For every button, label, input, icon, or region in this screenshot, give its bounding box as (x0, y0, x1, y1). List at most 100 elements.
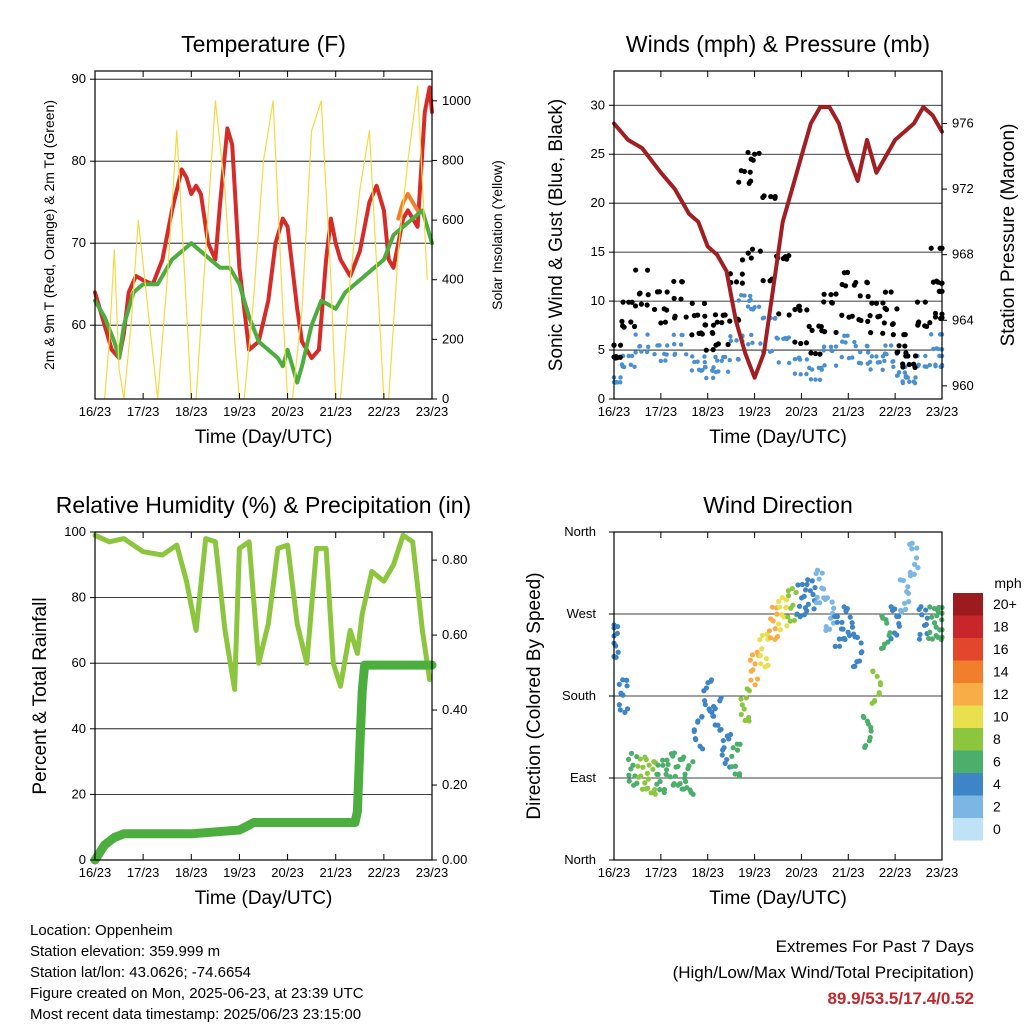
direction-point (926, 635, 932, 642)
legend-swatch (953, 615, 983, 638)
y-axis-label: 2m & 9m T (Red, Orange) & 2m Td (Green) (41, 100, 57, 370)
direction-point (712, 706, 718, 712)
wind-point (817, 377, 823, 382)
direction-point (898, 607, 904, 613)
gust-point (658, 320, 664, 326)
gust-point (868, 330, 874, 336)
wind-point (933, 362, 938, 367)
direction-point (777, 627, 783, 633)
gust-point (671, 278, 677, 285)
direction-point (783, 597, 790, 603)
direction-point (644, 770, 650, 776)
direction-point (660, 757, 666, 763)
extremes-title: Extremes For Past 7 Days (775, 937, 974, 956)
y-tick-label: 20 (591, 195, 605, 210)
gust-point (739, 280, 745, 286)
legend-label: 2 (993, 799, 1001, 815)
wind-point (927, 362, 933, 368)
gust-point (853, 279, 859, 286)
gust-point (719, 320, 725, 326)
wind-point (882, 358, 887, 364)
gust-point (797, 307, 803, 313)
legend-swatch (953, 818, 983, 841)
wind-point (888, 343, 894, 348)
wind-point (804, 371, 809, 377)
direction-point (775, 621, 782, 627)
direction-point (712, 722, 718, 728)
direction-point (635, 763, 641, 769)
wind-point (902, 370, 908, 375)
gust-point (914, 299, 921, 305)
direction-point (699, 746, 706, 752)
x-tick-label: 16/23 (79, 404, 112, 419)
wind-point (710, 375, 716, 381)
direction-point (752, 661, 758, 667)
gust-point (808, 350, 814, 356)
wind-point (629, 353, 635, 359)
y2-tick-label: 0.20 (442, 777, 467, 792)
gust-point (776, 311, 782, 317)
wind-point (748, 293, 753, 299)
direction-point (907, 541, 913, 547)
wind-point (868, 367, 873, 372)
wind-point (692, 359, 697, 365)
direction-point (834, 619, 840, 625)
wind-point (713, 369, 719, 375)
wind-point (821, 348, 826, 353)
direction-point (897, 577, 903, 583)
direction-point (710, 713, 717, 719)
plot-area (93, 85, 434, 400)
wind-point (645, 332, 650, 337)
legend-title: mph (994, 575, 1021, 591)
gust-point (842, 283, 849, 289)
direction-point (663, 767, 670, 773)
gust-point (817, 351, 823, 357)
direction-point (743, 695, 749, 701)
gust-point (751, 151, 758, 157)
x-axis-label: Time (Day/UTC) (195, 888, 333, 909)
wind-point (884, 352, 889, 357)
direction-point (832, 643, 838, 649)
direction-point (759, 646, 765, 652)
panel-2: 16/23 17/23 18/23 19/23 20/23 21/23 22/23 23/23… (546, 31, 1019, 448)
solar-insolation-line (103, 85, 428, 400)
gust-point (890, 332, 896, 338)
direction-point (876, 690, 882, 696)
gust-point (679, 279, 685, 285)
direction-point (880, 645, 886, 651)
gust-point (748, 156, 754, 162)
gust-point (928, 245, 934, 251)
y-tick-label: North (564, 524, 596, 539)
wind-point (833, 344, 839, 349)
gust-point (619, 318, 625, 324)
direction-point (719, 752, 725, 758)
wind-point (655, 343, 660, 348)
gust-point (710, 347, 716, 353)
direction-point (801, 612, 807, 618)
direction-point (781, 614, 787, 620)
direction-point (776, 604, 783, 610)
x-tick-label: 18/23 (175, 404, 208, 419)
y-tick-label: 5 (598, 342, 605, 357)
direction-point (813, 599, 819, 606)
gust-point (760, 194, 766, 200)
x-tick-label: 20/23 (271, 404, 304, 419)
direction-point (889, 607, 896, 614)
direction-point (933, 624, 939, 630)
direction-point (657, 787, 663, 793)
gust-point (856, 317, 862, 323)
wind-point (720, 354, 726, 360)
direction-point (722, 760, 728, 766)
direction-point (804, 581, 810, 588)
direction-point (845, 629, 851, 635)
direction-point (645, 785, 651, 791)
x-axis-label: Time (Day/UTC) (195, 427, 333, 448)
wind-point (813, 377, 818, 382)
y2-tick-label: 0.40 (442, 702, 467, 717)
direction-point (901, 600, 908, 606)
wind-point (767, 349, 773, 354)
direction-point (652, 786, 658, 793)
direction-point (807, 588, 813, 594)
gust-point (844, 269, 851, 276)
direction-point (916, 636, 923, 642)
